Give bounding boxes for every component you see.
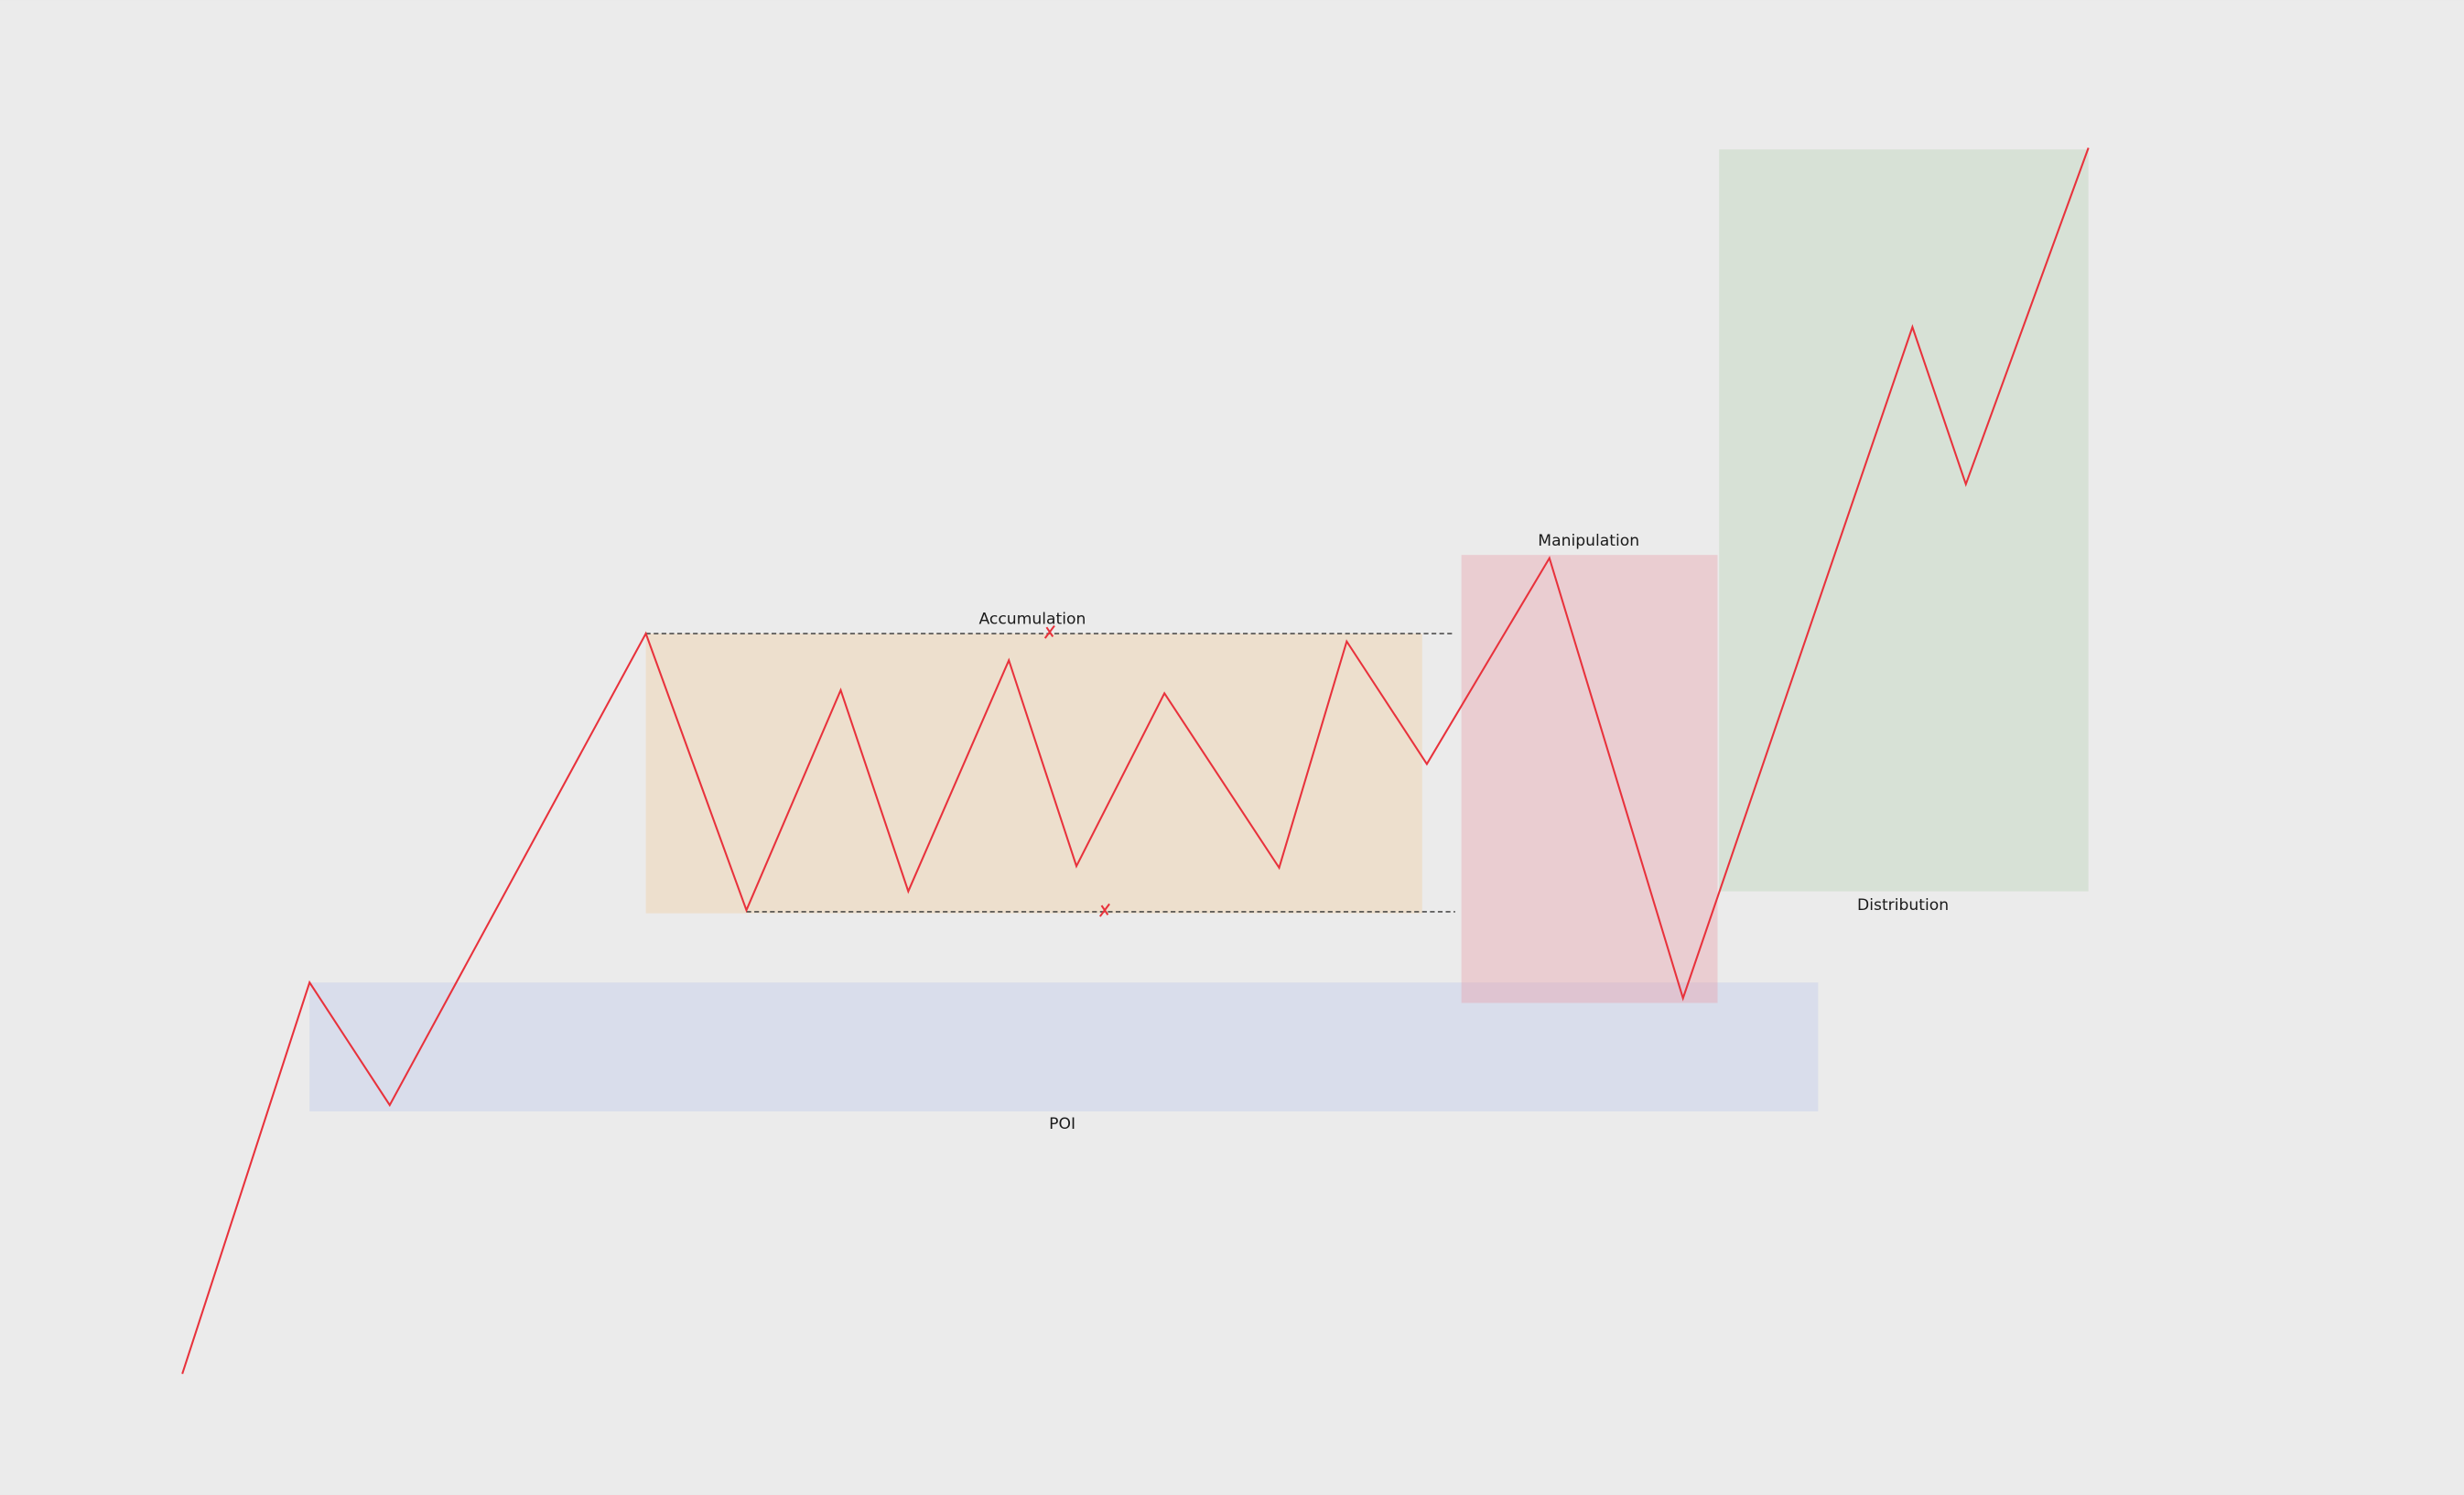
distribution-zone xyxy=(1719,149,2089,892)
price-path xyxy=(181,147,2090,1374)
poi-zone xyxy=(309,982,1819,1111)
distribution-label: Distribution xyxy=(1857,896,1949,915)
manipulation-zone xyxy=(1461,555,1718,1003)
cross-mark xyxy=(1098,903,1110,917)
cross-marks xyxy=(1043,624,1110,917)
accumulation-zone xyxy=(645,634,1422,914)
poi-label: POI xyxy=(1049,1115,1075,1133)
manipulation-label: Manipulation xyxy=(1538,532,1639,550)
accumulation-label: Accumulation xyxy=(979,611,1086,629)
cross-mark xyxy=(1043,624,1055,639)
